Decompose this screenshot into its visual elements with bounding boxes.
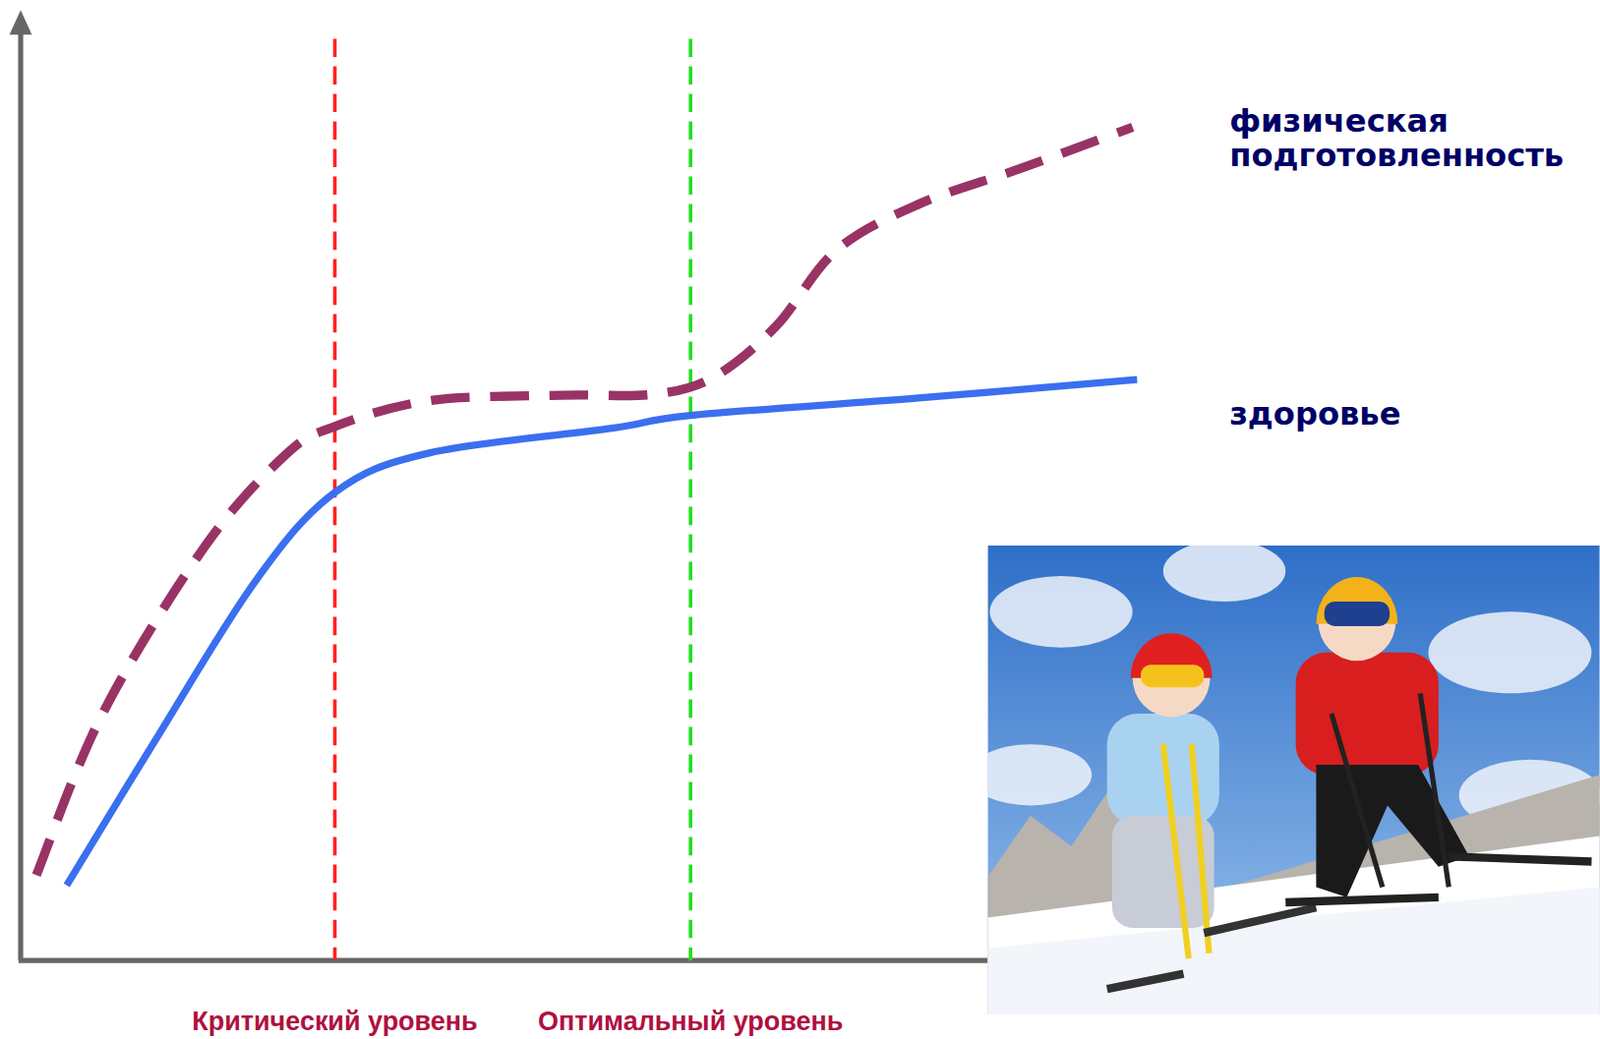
- y-axis-arrow: [9, 9, 33, 35]
- y-axis: [17, 20, 23, 961]
- chart: Критический уровень Оптимальный уровень фи…: [0, 0, 1600, 1039]
- x-axis: [18, 958, 1143, 964]
- photo: [987, 545, 1600, 1015]
- series-line: [36, 126, 1133, 876]
- curves: [36, 126, 1137, 886]
- level-line: [688, 38, 693, 961]
- level-label: Оптимальный уровень: [537, 1007, 843, 1037]
- level-line: [333, 38, 338, 961]
- level-label: Критический уровень: [191, 1007, 477, 1037]
- series-line: [66, 379, 1138, 886]
- series-label: физическаяподготовленность: [1229, 102, 1564, 175]
- series-label: здоровье: [1229, 395, 1401, 433]
